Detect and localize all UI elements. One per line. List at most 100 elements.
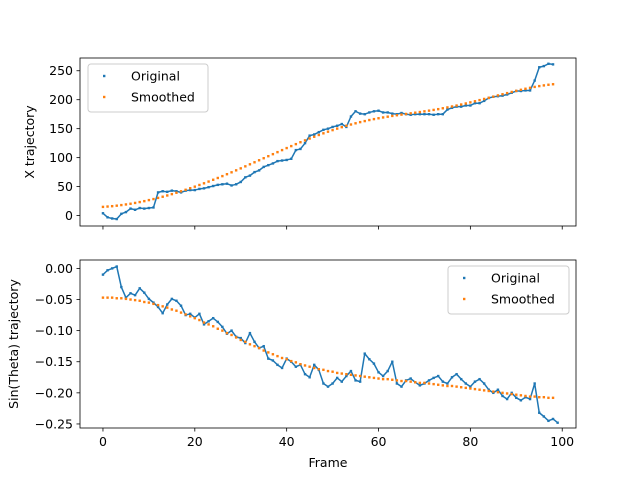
data-point-original [441,380,445,383]
x-tick-label: 40 [279,434,295,449]
data-point-smoothed [441,384,445,387]
data-point-original [211,316,215,320]
data-point-original [276,159,279,163]
data-point-smoothed [267,154,270,158]
x-tick-label: 100 [550,434,574,449]
data-point-original [110,267,114,270]
data-point-original [441,112,445,116]
data-point-original [262,165,265,169]
data-point-original [239,336,242,340]
y-tick-label: 0 [65,208,73,223]
data-point-smoothed [120,297,123,300]
data-point-smoothed [505,392,509,395]
data-point-smoothed [225,331,229,335]
data-point-smoothed [524,87,527,90]
data-point-original [391,112,394,115]
data-point-smoothed [501,391,504,395]
data-point-original [271,359,275,362]
data-point-original [372,362,376,365]
data-point-original [519,89,523,93]
data-point-smoothed [115,297,118,300]
data-point-smoothed [230,333,233,337]
data-point-original [482,99,486,103]
data-point-original [285,158,288,162]
data-point-original [290,157,293,160]
data-point-original [331,382,334,385]
data-point-smoothed [234,169,238,172]
data-point-smoothed [515,89,518,93]
data-point-original [166,303,169,306]
data-point-smoothed [156,303,160,307]
data-point-smoothed [276,150,279,154]
data-point-smoothed [381,116,385,119]
data-point-smoothed [198,183,201,187]
data-point-original [152,206,155,209]
data-point-smoothed [276,354,279,358]
data-point-smoothed [400,113,403,116]
data-point-smoothed [211,325,215,328]
data-point-smoothed [221,329,224,332]
data-point-smoothed [482,97,486,101]
data-point-original [189,188,192,192]
y-tick-label: 150 [49,121,73,136]
data-point-smoothed [349,123,353,126]
data-point-original [459,377,463,381]
data-point-original [533,382,536,385]
data-point-original [377,109,380,112]
data-point-original [216,183,219,187]
data-point-smoothed [239,167,242,170]
data-point-original [308,134,311,137]
data-point-smoothed [248,343,252,346]
data-point-original [248,331,252,335]
legend: Original Smoothed [447,265,570,315]
data-point-original [175,190,178,193]
data-point-smoothed [147,198,151,202]
data-point-smoothed [216,327,219,330]
data-point-original [450,106,454,110]
legend-marker-smoothed [103,95,106,99]
data-point-smoothed [437,107,440,111]
data-point-smoothed [423,110,426,113]
data-point-original [450,376,454,379]
data-point-smoothed [161,195,164,198]
data-point-smoothed [414,381,417,384]
data-point-original [363,112,366,116]
data-point-smoothed [129,298,132,301]
data-point-original [133,208,137,211]
data-point-smoothed [404,112,408,116]
data-point-smoothed [179,311,183,314]
data-point-original [161,312,164,315]
data-point-original [262,344,265,348]
data-point-original [501,94,504,97]
data-point-smoothed [106,296,109,299]
data-point-original [381,111,385,114]
data-point-original [345,374,348,378]
data-point-smoothed [202,182,206,185]
y-tick-label: −0.05 [35,292,73,307]
data-point-original [230,329,233,332]
data-point-smoothed [271,152,275,156]
data-point-smoothed [492,390,495,393]
data-point-smoothed [547,396,550,400]
data-point-smoothed [368,376,371,379]
data-point-smoothed [152,302,155,306]
data-point-original [170,189,174,192]
data-point-original [556,421,559,424]
data-point-smoothed [133,201,137,205]
data-point-smoothed [207,323,210,326]
data-point-original [138,287,141,290]
data-point-smoothed [349,373,353,376]
data-point-original [193,188,197,192]
data-point-smoothed [124,203,128,206]
data-point-original [198,312,201,316]
data-point-original [124,296,128,299]
x-trajectory-plot: 0 50 100 150 200 250 X trajectory Original Sm… [22,57,577,230]
legend-label-original: Original [491,271,540,286]
data-point-original [207,185,210,189]
data-point-smoothed [253,344,256,348]
data-point-smoothed [129,202,132,205]
data-point-original [368,111,371,114]
data-point-smoothed [115,204,118,207]
data-point-original [487,388,490,391]
data-point-smoothed [538,396,541,399]
